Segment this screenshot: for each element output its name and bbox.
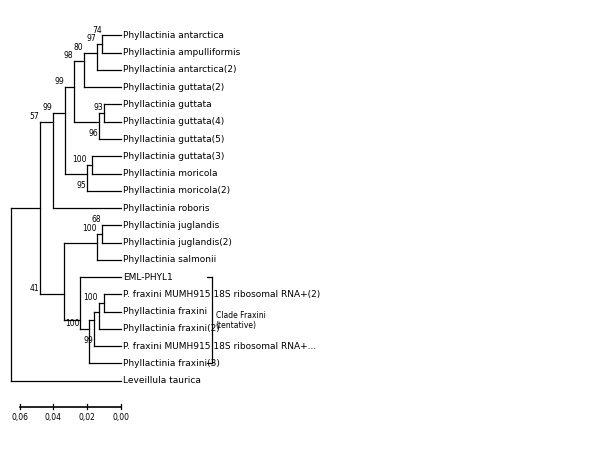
Text: 99: 99 [54, 77, 65, 86]
Text: Phyllactinia guttata(3): Phyllactinia guttata(3) [123, 152, 224, 161]
Text: Phyllactinia moricola: Phyllactinia moricola [123, 169, 217, 178]
Text: Phyllactinia fraxini(2): Phyllactinia fraxini(2) [123, 324, 219, 334]
Text: 99: 99 [43, 103, 53, 112]
Text: EML-PHYL1: EML-PHYL1 [123, 273, 172, 282]
Text: Phyllactinia juglandis: Phyllactinia juglandis [123, 221, 219, 230]
Text: 95: 95 [77, 181, 86, 190]
Text: Phyllactinia antarctica(2): Phyllactinia antarctica(2) [123, 66, 236, 75]
Text: Phyllactinia antarctica: Phyllactinia antarctica [123, 31, 224, 40]
Text: Phyllactinia moricola(2): Phyllactinia moricola(2) [123, 186, 230, 195]
Text: 74: 74 [92, 25, 102, 35]
Text: Phyllactinia ampulliformis: Phyllactinia ampulliformis [123, 48, 240, 57]
Text: 0,02: 0,02 [79, 414, 96, 422]
Text: P. fraxini MUMH915 18S ribosomal RNA+(2): P. fraxini MUMH915 18S ribosomal RNA+(2) [123, 290, 320, 299]
Text: Phyllactinia guttata(4): Phyllactinia guttata(4) [123, 117, 224, 126]
Text: 0,04: 0,04 [45, 414, 62, 422]
Text: 98: 98 [63, 51, 73, 61]
Text: 99: 99 [83, 336, 93, 345]
Text: Phyllactinia fraxini: Phyllactinia fraxini [123, 307, 207, 316]
Text: 100: 100 [72, 155, 86, 164]
Text: 0,00: 0,00 [112, 414, 130, 422]
Text: Phyllactinia salmonii: Phyllactinia salmonii [123, 255, 216, 264]
Text: Clade Fraxini
(tentative): Clade Fraxini (tentative) [216, 310, 266, 330]
Text: Phyllactinia roboris: Phyllactinia roboris [123, 203, 209, 212]
Text: Leveillula taurica: Leveillula taurica [123, 376, 200, 385]
Text: 97: 97 [87, 34, 96, 43]
Text: Phyllactinia guttata(2): Phyllactinia guttata(2) [123, 83, 224, 92]
Text: 68: 68 [92, 215, 102, 224]
Text: 80: 80 [74, 43, 83, 52]
Text: 96: 96 [89, 129, 98, 138]
Text: P. fraxini MUMH915 18S ribosomal RNA+...: P. fraxini MUMH915 18S ribosomal RNA+... [123, 342, 316, 351]
Text: 41: 41 [29, 284, 39, 293]
Text: Phyllactinia guttata(5): Phyllactinia guttata(5) [123, 135, 224, 143]
Text: Phyllactinia guttata: Phyllactinia guttata [123, 100, 211, 109]
Text: 100: 100 [82, 224, 96, 233]
Text: Phyllactinia juglandis(2): Phyllactinia juglandis(2) [123, 238, 231, 247]
Text: Phyllactinia fraxini(3): Phyllactinia fraxini(3) [123, 359, 219, 368]
Text: 93: 93 [93, 103, 103, 112]
Text: 100: 100 [84, 293, 98, 302]
Text: 57: 57 [29, 112, 39, 121]
Text: 100: 100 [65, 319, 80, 328]
Text: 0,06: 0,06 [11, 414, 28, 422]
